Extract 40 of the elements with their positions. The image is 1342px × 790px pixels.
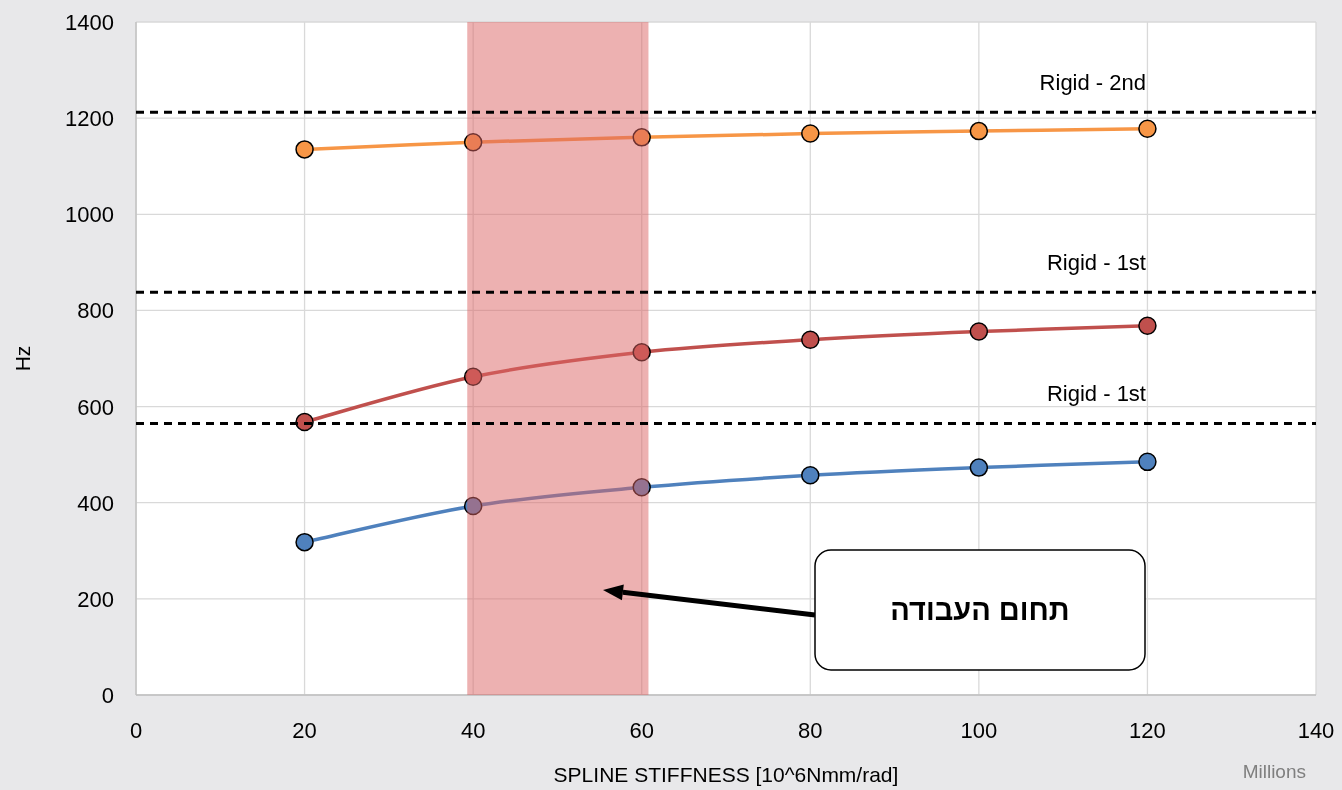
ref-line-label: Rigid - 2nd: [1039, 70, 1146, 96]
y-tick-label: 800: [77, 298, 114, 324]
y-axis-title: Hz: [11, 345, 34, 372]
point: [801, 330, 820, 349]
x-tick-label: 100: [960, 718, 998, 743]
x-tick-label: 120: [1129, 718, 1166, 743]
point: [632, 478, 651, 497]
x-tick-label: 60: [629, 718, 654, 743]
y-tick-label: 200: [77, 586, 114, 612]
point: [1138, 119, 1157, 138]
point: [632, 343, 651, 362]
point: [969, 121, 989, 141]
point: [632, 128, 651, 147]
point: [801, 466, 820, 485]
y-tick-label: 1200: [65, 106, 114, 132]
text: Millions: [1242, 761, 1306, 782]
x-tick-label: 20: [292, 718, 317, 743]
annotation: תחום העבודה: [890, 594, 1070, 626]
point: [1138, 316, 1157, 336]
y-tick-label: 1400: [65, 10, 114, 35]
x-tick-label: 140: [1297, 718, 1335, 743]
y-tick-label: 0: [101, 683, 114, 708]
point: [969, 458, 989, 477]
point: [463, 367, 483, 387]
x-tick-label: 80: [798, 718, 823, 743]
point: [463, 132, 483, 152]
point: [1138, 452, 1157, 472]
y-tick-label: 600: [77, 394, 114, 420]
x-tick-label: 0: [129, 718, 143, 743]
x-tick-label: 40: [460, 718, 486, 743]
ref-line-label: Rigid - 1st: [1046, 381, 1146, 407]
point: [463, 496, 483, 516]
point: [801, 124, 820, 143]
ref-line-label: Rigid - 1st: [1046, 250, 1146, 276]
point: [295, 140, 314, 159]
point: [969, 322, 989, 341]
y-tick-label: 400: [77, 490, 114, 516]
y-tick-label: 1000: [65, 202, 114, 228]
point: [295, 532, 314, 552]
x-axis-title: SPLINE STIFFNESS [10^6Nmm/rad]: [553, 763, 899, 786]
